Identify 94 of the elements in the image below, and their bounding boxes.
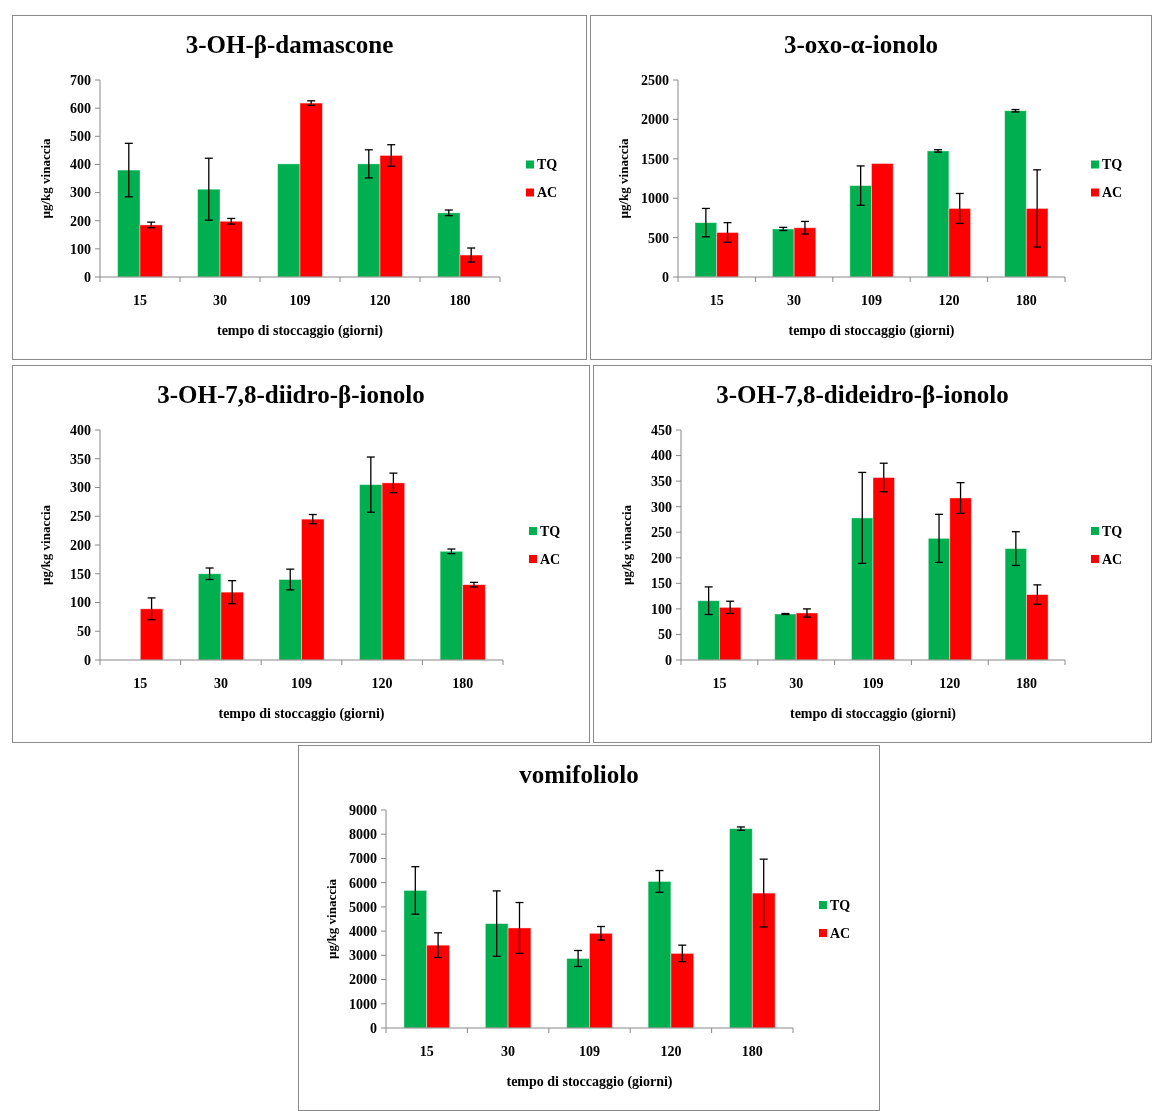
x-tick-label: 15 <box>133 676 148 691</box>
y-tick-label: 150 <box>651 576 672 592</box>
chart-title: 3-OH-β-damascone <box>185 31 394 58</box>
y-tick-label: 400 <box>70 157 91 173</box>
y-tick-label: 0 <box>84 652 91 668</box>
y-tick-label: 1000 <box>641 191 669 207</box>
y-tick-label: 8000 <box>349 827 377 843</box>
y-tick-label: 2500 <box>641 72 669 88</box>
x-tick-label: 109 <box>289 293 311 308</box>
y-axis-title: µg/kg vinaccia <box>616 137 631 219</box>
y-axis-title: µg/kg vinaccia <box>38 504 53 586</box>
y-tick-label: 450 <box>651 422 672 438</box>
y-tick-label: 0 <box>370 1020 377 1036</box>
x-tick-label: 109 <box>861 293 882 308</box>
x-tick-label: 180 <box>1015 293 1037 308</box>
y-tick-label: 300 <box>70 480 91 496</box>
x-tick-label: 120 <box>939 676 961 691</box>
y-tick-label: 300 <box>70 185 91 201</box>
y-tick-label: 200 <box>651 550 672 566</box>
legend-label: AC <box>537 185 558 201</box>
x-axis-title: tempo di stoccaggio (giorni) <box>506 1074 673 1090</box>
y-tick-label: 100 <box>70 595 91 611</box>
y-tick-label: 600 <box>70 101 91 117</box>
x-tick-label: 15 <box>133 293 147 308</box>
y-tick-label: 0 <box>84 269 91 285</box>
y-axis-title: µg/kg vinaccia <box>38 137 53 219</box>
x-tick-label: 30 <box>789 676 804 691</box>
chart-title: 3-OH-7,8-dideidro-β-ionolo <box>716 381 1009 408</box>
legend-label: TQ <box>537 157 558 173</box>
x-tick-label: 120 <box>938 293 960 308</box>
legend-label: AC <box>1102 551 1123 567</box>
y-tick-label: 2000 <box>349 972 377 988</box>
y-tick-label: 7000 <box>349 851 377 867</box>
y-tick-label: 500 <box>70 129 91 145</box>
x-tick-label: 109 <box>291 676 312 691</box>
y-tick-label: 5000 <box>349 899 377 915</box>
y-tick-label: 1000 <box>349 996 377 1012</box>
y-tick-label: 0 <box>665 652 672 668</box>
y-tick-label: 400 <box>70 422 91 438</box>
legend-label: AC <box>1102 185 1123 201</box>
y-tick-label: 6000 <box>349 875 377 891</box>
x-tick-label: 180 <box>1016 676 1038 691</box>
legend-label: TQ <box>1102 523 1123 539</box>
x-tick-label: 15 <box>709 293 724 308</box>
bar <box>139 608 164 661</box>
y-tick-label: 50 <box>77 624 91 640</box>
y-tick-label: 9000 <box>349 802 377 818</box>
legend-label: AC <box>830 925 851 941</box>
y-tick-label: 300 <box>651 499 672 515</box>
chart-title: 3-OH-7,8-diidro-β-ionolo <box>157 381 425 408</box>
y-tick-label: 3000 <box>349 948 377 964</box>
x-tick-label: 30 <box>213 293 227 308</box>
x-tick-label: 109 <box>862 676 884 691</box>
y-tick-label: 1500 <box>641 151 669 167</box>
y-tick-label: 350 <box>651 474 672 490</box>
x-tick-label: 120 <box>660 1044 682 1059</box>
x-tick-label: 15 <box>712 676 727 691</box>
y-tick-label: 4000 <box>349 924 377 940</box>
x-axis-title: tempo di stoccaggio (giorni) <box>216 323 384 339</box>
y-tick-label: 350 <box>70 451 91 467</box>
x-tick-label: 120 <box>369 293 391 308</box>
y-tick-label: 100 <box>70 241 91 257</box>
y-tick-label: 700 <box>70 72 91 88</box>
x-tick-label: 30 <box>787 293 802 308</box>
y-tick-label: 200 <box>70 213 91 229</box>
chart-title: 3-oxo-α-ionolo <box>783 31 939 58</box>
y-axis-title: µg/kg vinaccia <box>324 878 339 960</box>
x-tick-label: 120 <box>371 676 393 691</box>
y-tick-label: 200 <box>70 537 91 553</box>
x-axis-title: tempo di stoccaggio (giorni) <box>789 706 957 722</box>
y-tick-label: 400 <box>651 448 672 464</box>
legend-label: TQ <box>1102 157 1123 173</box>
y-tick-label: 250 <box>651 525 672 541</box>
y-axis-title: µg/kg vinaccia <box>619 504 634 586</box>
x-tick-label: 109 <box>579 1044 600 1059</box>
x-tick-label: 15 <box>419 1044 434 1059</box>
chart-title: vomifoliolo <box>519 761 639 788</box>
x-tick-label: 180 <box>449 293 471 308</box>
x-axis-title: tempo di stoccaggio (giorni) <box>218 706 385 722</box>
y-tick-label: 0 <box>662 269 669 285</box>
y-tick-label: 2000 <box>641 112 669 128</box>
y-tick-label: 100 <box>651 601 672 617</box>
y-tick-label: 250 <box>70 509 91 525</box>
legend-label: TQ <box>540 523 561 539</box>
y-tick-label: 500 <box>648 230 669 246</box>
legend-label: AC <box>540 551 561 567</box>
x-tick-label: 180 <box>741 1044 763 1059</box>
legend-label: TQ <box>830 897 851 913</box>
x-tick-label: 180 <box>452 676 474 691</box>
y-tick-label: 50 <box>658 627 672 643</box>
x-tick-label: 30 <box>213 676 228 691</box>
x-tick-label: 30 <box>501 1044 516 1059</box>
y-tick-label: 150 <box>70 566 91 582</box>
x-axis-title: tempo di stoccaggio (giorni) <box>788 323 955 339</box>
